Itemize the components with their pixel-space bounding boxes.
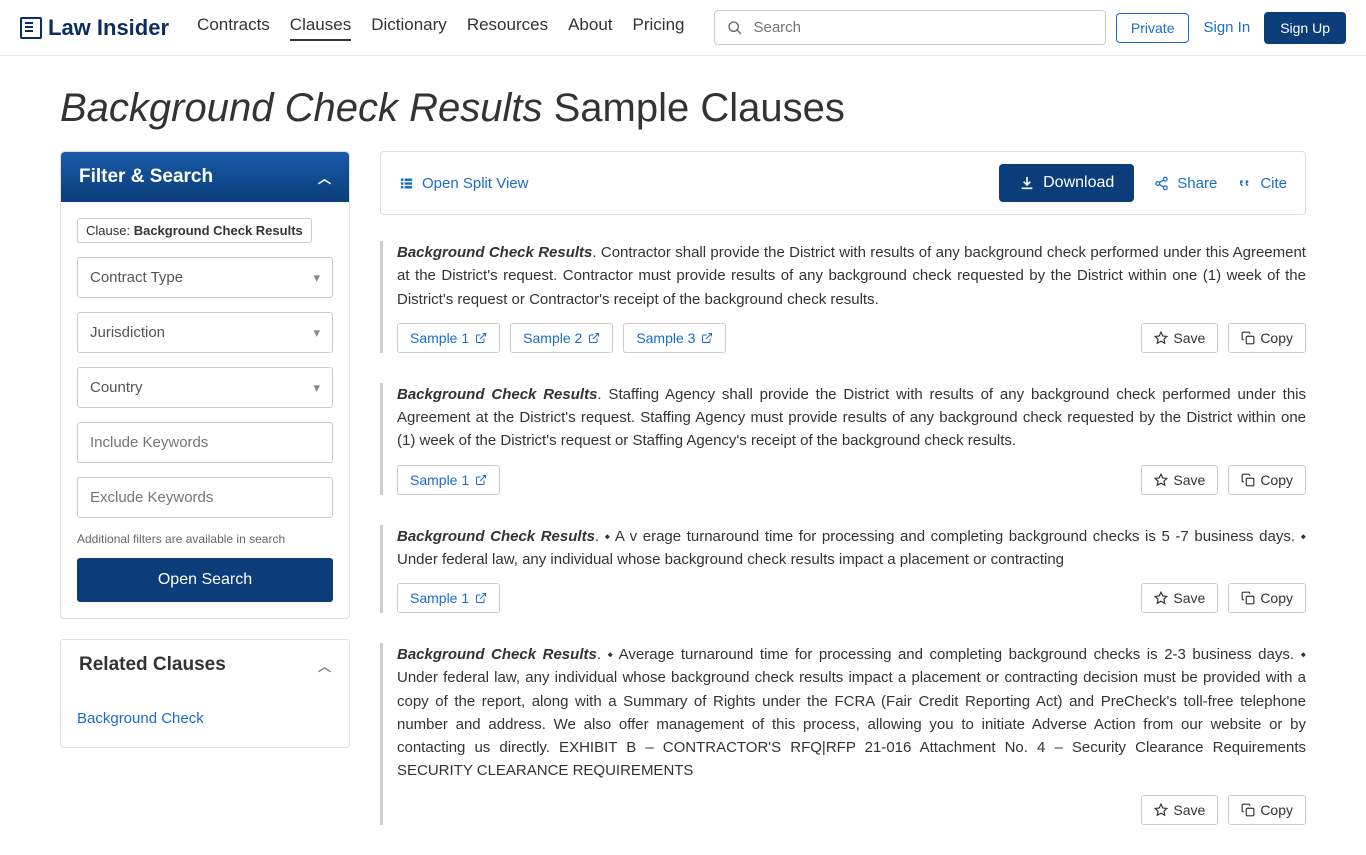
brand-name: Law Insider [48,15,169,41]
filter-header-label: Filter & Search [79,166,213,188]
sample-button[interactable]: Sample 1 [397,323,500,353]
main: Open Split View Download Share Cite Back… [380,151,1306,855]
copy-button[interactable]: Copy [1228,795,1306,825]
split-view-button[interactable]: Open Split View [399,175,528,192]
related-header-label: Related Clauses [79,654,226,676]
external-link-icon [475,592,487,604]
related-body: Background Check [61,690,349,747]
main-nav: Contracts Clauses Dictionary Resources About… [197,15,684,41]
tag-label: Clause: [86,223,134,238]
related-link[interactable]: Background Check [77,706,333,731]
chevron-down-icon: ▾ [313,325,320,341]
related-header[interactable]: Related Clauses ︿ [61,640,349,690]
open-search-button[interactable]: Open Search [77,558,333,602]
star-icon [1154,331,1168,345]
clause-text: Background Check Results. Contractor sha… [397,241,1306,311]
save-button[interactable]: Save [1141,583,1218,613]
exclude-keywords-input[interactable] [77,477,333,518]
copy-button[interactable]: Copy [1228,323,1306,353]
star-icon [1154,591,1168,605]
copy-button[interactable]: Copy [1228,465,1306,495]
copy-icon [1241,473,1255,487]
sample-button[interactable]: Sample 1 [397,583,500,613]
private-button[interactable]: Private [1116,13,1190,43]
nav-pricing[interactable]: Pricing [633,15,685,41]
select-contract-type[interactable]: Contract Type▾ [77,257,333,298]
save-button[interactable]: Save [1141,465,1218,495]
save-button[interactable]: Save [1141,323,1218,353]
clause-actions: Sample 1 Save Copy [397,465,1306,495]
header-right: Private Sign In Sign Up [1116,12,1346,44]
chevron-down-icon: ▾ [313,380,320,396]
cite-button[interactable]: Cite [1237,175,1287,192]
nav-dictionary[interactable]: Dictionary [371,15,447,41]
logo-icon [20,17,42,39]
search-input[interactable] [753,19,1092,36]
share-button[interactable]: Share [1154,175,1217,192]
clause-tag: Clause: Background Check Results [77,218,312,243]
sidebar: Filter & Search ︿ Clause: Background Che… [60,151,350,768]
related-panel: Related Clauses ︿ Background Check [60,639,350,748]
clause: Background Check Results. Contractor sha… [380,241,1306,353]
list-icon [399,176,414,191]
clause-actions: Sample 1 Save Copy [397,583,1306,613]
quote-icon [1237,176,1252,191]
external-link-icon [701,332,713,344]
copy-icon [1241,331,1255,345]
signup-button[interactable]: Sign Up [1264,12,1346,44]
download-button[interactable]: Download [999,164,1134,202]
nav-clauses[interactable]: Clauses [290,15,351,41]
chevron-up-icon: ︿ [318,168,331,187]
star-icon [1154,473,1168,487]
header: Law Insider Contracts Clauses Dictionary Re… [0,0,1366,56]
search-icon [727,20,743,36]
page-title-rest: Sample Clauses [542,86,844,130]
clause: Background Check Results. ⬩ A v erage tu… [380,525,1306,614]
filter-panel: Filter & Search ︿ Clause: Background Che… [60,151,350,619]
share-label: Share [1177,175,1217,192]
tag-value: Background Check Results [134,223,303,238]
clause: Background Check Results. Staffing Agenc… [380,383,1306,495]
copy-icon [1241,803,1255,817]
external-link-icon [475,332,487,344]
filter-header[interactable]: Filter & Search ︿ [61,152,349,202]
external-link-icon [588,332,600,344]
save-button[interactable]: Save [1141,795,1218,825]
signin-link[interactable]: Sign In [1203,19,1250,36]
clause-text: Background Check Results. ⬩ Average turn… [397,643,1306,783]
page-title-italic: Background Check Results [60,86,542,130]
sample-button[interactable]: Sample 3 [623,323,726,353]
clause-text: Background Check Results. Staffing Agenc… [397,383,1306,453]
share-icon [1154,176,1169,191]
include-keywords-input[interactable] [77,422,333,463]
copy-button[interactable]: Copy [1228,583,1306,613]
toolbar: Open Split View Download Share Cite [380,151,1306,215]
content: Filter & Search ︿ Clause: Background Che… [0,151,1366,855]
clause-actions: Sample 1 Sample 2 Sample 3 Save Copy [397,323,1306,353]
nav-about[interactable]: About [568,15,612,41]
split-view-label: Open Split View [422,175,528,192]
page-title: Background Check Results Sample Clauses [0,56,1366,151]
nav-resources[interactable]: Resources [467,15,548,41]
download-label: Download [1043,174,1114,192]
filter-body: Clause: Background Check Results Contrac… [61,202,349,618]
clause-text: Background Check Results. ⬩ A v erage tu… [397,525,1306,572]
chevron-down-icon: ▾ [313,270,320,286]
sample-button[interactable]: Sample 1 [397,465,500,495]
copy-icon [1241,591,1255,605]
clause: Background Check Results. ⬩ Average turn… [380,643,1306,825]
nav-contracts[interactable]: Contracts [197,15,270,41]
clause-actions: Save Copy [397,795,1306,825]
filter-help-text: Additional filters are available in sear… [77,532,333,546]
select-jurisdiction[interactable]: Jurisdiction▾ [77,312,333,353]
cite-label: Cite [1260,175,1287,192]
logo[interactable]: Law Insider [20,15,169,41]
search-box[interactable] [714,10,1105,45]
star-icon [1154,803,1168,817]
chevron-up-icon: ︿ [318,656,331,675]
external-link-icon [475,474,487,486]
download-icon [1019,175,1035,191]
sample-button[interactable]: Sample 2 [510,323,613,353]
select-country[interactable]: Country▾ [77,367,333,408]
